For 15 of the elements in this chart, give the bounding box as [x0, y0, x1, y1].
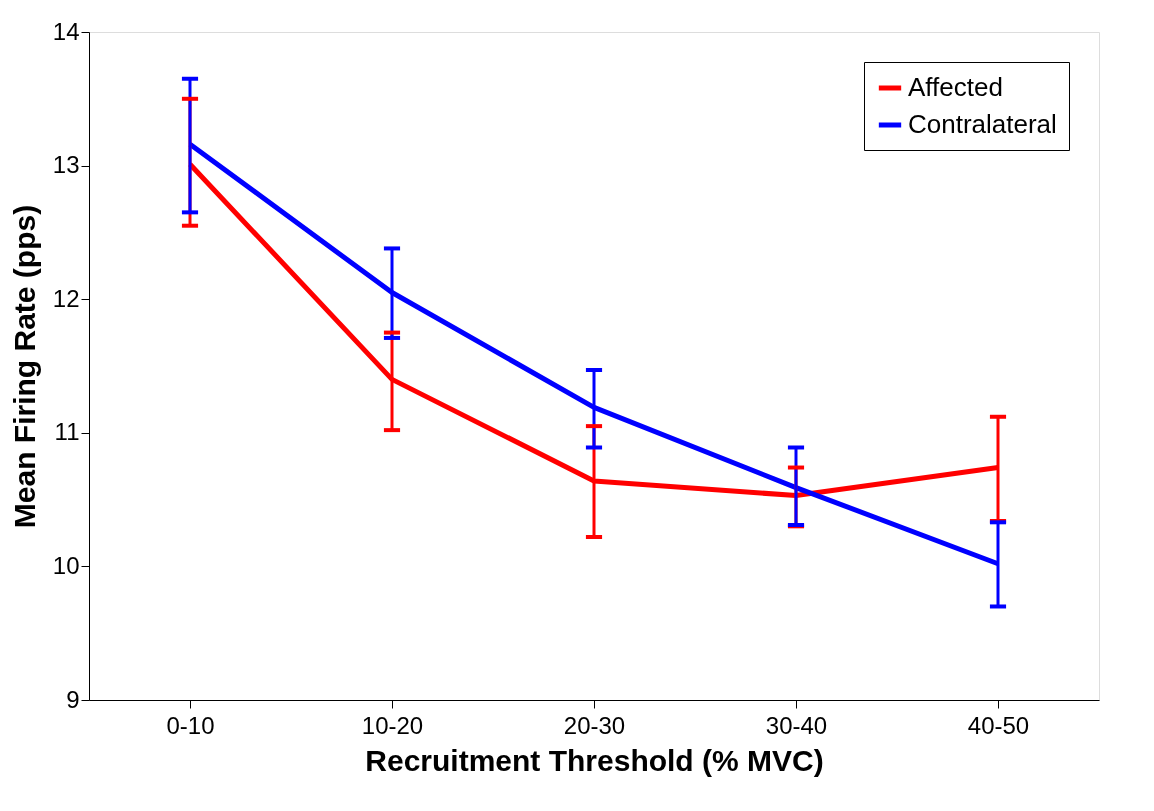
x-tick-label: 40-50 — [967, 711, 1030, 739]
y-tick-label: 10 — [52, 551, 80, 579]
legend-label: Affected — [908, 72, 1003, 102]
y-tick-label: 14 — [52, 17, 80, 45]
y-tick-label: 13 — [52, 151, 80, 179]
x-tick-label: 30-40 — [765, 711, 828, 739]
legend-label: Contralateral — [908, 109, 1057, 139]
x-tick-label: 0-10 — [166, 711, 215, 739]
y-tick-label: 9 — [66, 685, 80, 713]
x-tick-label: 10-20 — [361, 711, 424, 739]
y-tick-label: 12 — [52, 284, 80, 312]
y-tick-label: 11 — [54, 418, 80, 446]
x-tick-label: 20-30 — [563, 711, 626, 739]
y-axis-title: Mean Firing Rate (pps) — [7, 204, 41, 529]
x-axis-title: Recruitment Threshold (% MVC) — [365, 743, 824, 777]
